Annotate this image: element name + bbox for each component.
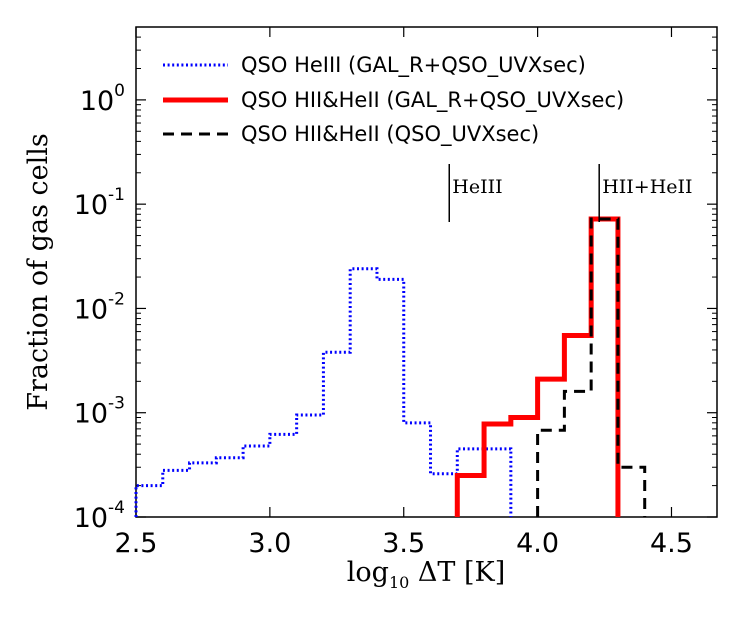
y-tick-label: 10-2 bbox=[74, 289, 125, 325]
x-axis-ticks: 2.5 3.0 3.5 4.0 4.5 bbox=[115, 27, 693, 559]
y-tick-label: 10-4 bbox=[74, 498, 125, 534]
x-axis-label-subscript: 10 bbox=[389, 573, 409, 592]
x-tick-label: 4.5 bbox=[650, 528, 693, 559]
x-tick-label: 4.0 bbox=[516, 528, 559, 559]
y-tick-exponent: -4 bbox=[108, 498, 125, 518]
legend-label-hii-heii-gal: QSO HII&HeII (GAL_R+QSO_UVXsec) bbox=[241, 88, 624, 113]
x-tick-label: 3.0 bbox=[248, 528, 291, 559]
legend-label-heiii: QSO HeIII (GAL_R+QSO_UVXsec) bbox=[241, 53, 586, 78]
x-axis-label-rest: ΔT [K] bbox=[409, 557, 505, 588]
y-tick-exponent: -2 bbox=[108, 289, 125, 309]
series-layer bbox=[134, 216, 647, 517]
series-line-2 bbox=[536, 217, 647, 517]
y-tick-label: 10-3 bbox=[74, 394, 125, 430]
y-axis-label: Fraction of gas cells bbox=[23, 133, 54, 410]
x-axis-label-base: log bbox=[347, 557, 389, 588]
y-tick-label: 10-1 bbox=[74, 185, 125, 221]
x-axis-label: log10 ΔT [K] bbox=[347, 557, 505, 592]
y-tick-base: 10 bbox=[74, 190, 108, 221]
series-line-0 bbox=[134, 267, 513, 517]
y-tick-label: 100 bbox=[80, 81, 125, 117]
annotation-label: HII+HeII bbox=[602, 176, 692, 198]
y-tick-base: 10 bbox=[80, 86, 114, 117]
y-tick-base: 10 bbox=[74, 399, 108, 430]
y-tick-exponent: -3 bbox=[108, 394, 125, 414]
legend-label-hii-heii-qso: QSO HII&HeII (QSO_UVXsec) bbox=[241, 122, 539, 147]
y-tick-exponent: 0 bbox=[114, 81, 125, 101]
x-tick-label: 3.5 bbox=[382, 528, 425, 559]
annotations-layer: HeIII HII+HeII bbox=[448, 164, 693, 222]
y-tick-base: 10 bbox=[74, 503, 108, 534]
y-tick-base: 10 bbox=[74, 294, 108, 325]
plot-area-frame bbox=[135, 26, 718, 518]
x-tick-label: 2.5 bbox=[115, 528, 158, 559]
annotation-label: HeIII bbox=[452, 176, 502, 198]
legend: QSO HeIII (GAL_R+QSO_UVXsec) QSO HII&HeI… bbox=[163, 53, 624, 147]
y-tick-exponent: -1 bbox=[108, 185, 125, 205]
